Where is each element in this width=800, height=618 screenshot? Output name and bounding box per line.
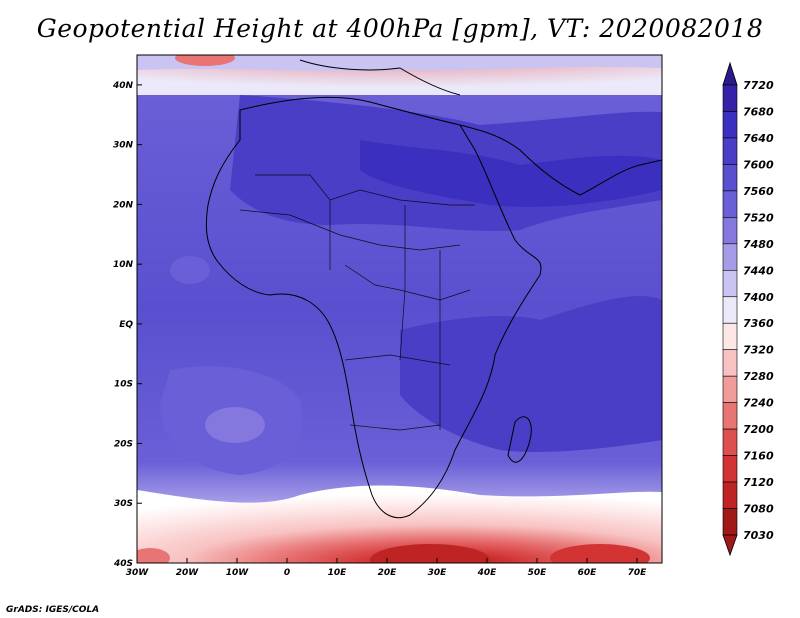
colorbar-label: 7560 [743,185,774,198]
y-tick-label: 20S [114,439,133,449]
x-tick-label: 10W [226,568,250,578]
colorbar-band [722,322,738,351]
x-tick-label: 20W [176,568,200,578]
y-tick-label: 10S [114,380,133,390]
colorbar-band [722,455,738,483]
x-tick-label: 40E [477,568,498,578]
colorbar-label: 7680 [743,105,774,118]
colorbar-band [722,243,738,271]
colorbar-label: 7120 [743,476,774,489]
y-axis-ticks: 40S 30S 20S 10S EQ 10N 20N 30N 40N [112,81,142,569]
y-tick-label: EQ [119,320,133,330]
coastlines [205,59,662,519]
colorbar-band [722,111,738,139]
y-tick-label: 10N [113,260,134,270]
map-title: Geopotential Height at 400hPa [gpm], VT:… [36,14,764,43]
heatmap-field [137,55,662,563]
colorbar-band [722,428,738,456]
colorbar-label: 7030 [743,529,774,542]
colorbar-label: 7320 [743,344,774,357]
colorbar-max-arrow [722,61,738,86]
colorbar-band [722,217,738,245]
x-axis-ticks: 30W 20W 10W 0 10E 20E 30E 40E 50E 60E 70E [126,558,647,578]
colorbar-label: 7280 [743,370,774,383]
colorbar-label: 7520 [743,211,774,224]
y-tick-label: 40S [113,559,133,569]
colorbar-label: 7440 [743,264,774,277]
x-tick-label: 60E [578,568,598,578]
x-tick-label: 10E [328,568,348,578]
y-tick-label: 30N [113,141,134,151]
grads-credit: GrADS: IGES/COLA [6,605,100,615]
colorbar-band [722,164,738,192]
y-tick-label: 30S [114,499,133,509]
colorbar-band [722,349,738,377]
colorbar-label: 7640 [743,132,774,145]
colorbar-band [722,375,738,403]
colorbar-band [722,190,738,218]
colorbar-band [722,296,738,324]
x-tick-label: 30E [428,568,448,578]
colorbar-label: 7240 [743,397,774,410]
y-tick-label: 40N [112,81,134,91]
colorbar-label: 7400 [743,291,774,304]
colorbar-label: 7720 [743,79,774,92]
colorbar-min-arrow [722,534,738,557]
colorbar: 7720 7680 7640 7600 7560 7520 7480 7440 7400 7360… [722,61,774,557]
colorbar-label: 7080 [743,503,774,516]
colorbar-band [722,137,738,165]
x-tick-label: 70E [628,568,648,578]
colorbar-label: 7200 [743,423,774,436]
colorbar-label: 7160 [743,450,774,463]
x-tick-label: 0 [284,568,290,578]
colorbar-band [722,508,738,536]
x-tick-label: 20E [378,568,398,578]
y-tick-label: 20N [113,200,134,210]
colorbar-label: 7600 [743,158,774,171]
x-tick-label: 50E [528,568,548,578]
colorbar-label: 7360 [743,317,774,330]
colorbar-band [722,402,738,430]
plot-frame [136,54,663,564]
colorbar-label: 7480 [743,238,774,251]
country-borders [239,174,475,431]
colorbar-band [722,84,738,112]
x-tick-label: 30W [126,568,150,578]
colorbar-band [722,269,738,298]
colorbar-band [722,481,738,509]
